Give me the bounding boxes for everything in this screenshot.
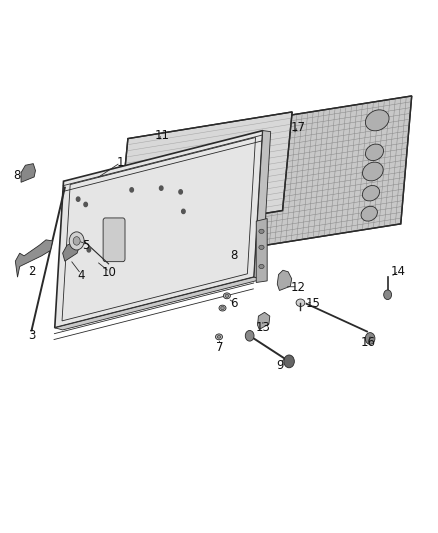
Ellipse shape [365, 144, 384, 160]
Ellipse shape [122, 175, 174, 192]
Polygon shape [277, 270, 292, 290]
Ellipse shape [361, 206, 378, 221]
Ellipse shape [259, 264, 264, 269]
Text: 3: 3 [28, 329, 35, 342]
Ellipse shape [217, 336, 221, 338]
Text: 7: 7 [216, 341, 224, 354]
Text: 10: 10 [102, 266, 117, 279]
Ellipse shape [223, 293, 230, 298]
Ellipse shape [221, 306, 224, 310]
Circle shape [84, 203, 88, 207]
Text: 8: 8 [231, 249, 238, 262]
Ellipse shape [190, 142, 198, 149]
Circle shape [182, 209, 185, 214]
Ellipse shape [183, 219, 191, 226]
Ellipse shape [365, 110, 389, 131]
Circle shape [73, 237, 80, 245]
Polygon shape [55, 277, 262, 330]
Polygon shape [254, 131, 271, 278]
Text: 1: 1 [117, 156, 124, 169]
Circle shape [130, 188, 134, 192]
Text: 17: 17 [290, 122, 305, 134]
Ellipse shape [296, 299, 305, 306]
Ellipse shape [259, 229, 264, 233]
Polygon shape [21, 164, 35, 182]
Ellipse shape [219, 305, 226, 311]
Ellipse shape [363, 162, 383, 181]
Polygon shape [182, 96, 412, 259]
Ellipse shape [188, 161, 196, 168]
Text: 2: 2 [28, 265, 35, 278]
Circle shape [365, 333, 375, 344]
Text: 16: 16 [360, 336, 375, 349]
Circle shape [159, 186, 163, 190]
Circle shape [179, 190, 182, 194]
Text: 11: 11 [155, 130, 170, 142]
Ellipse shape [185, 199, 192, 207]
Circle shape [74, 241, 77, 245]
Circle shape [284, 355, 294, 368]
Ellipse shape [225, 163, 251, 176]
Ellipse shape [124, 184, 131, 190]
Polygon shape [256, 219, 267, 282]
Text: 13: 13 [255, 321, 270, 334]
Ellipse shape [187, 180, 194, 188]
Text: 14: 14 [391, 265, 406, 278]
Circle shape [245, 330, 254, 341]
Ellipse shape [182, 238, 189, 245]
Circle shape [69, 232, 84, 250]
Ellipse shape [130, 183, 136, 190]
Circle shape [87, 248, 91, 252]
Ellipse shape [362, 185, 380, 201]
Polygon shape [15, 240, 53, 277]
Text: 15: 15 [306, 297, 321, 310]
Polygon shape [55, 131, 263, 328]
Ellipse shape [215, 334, 223, 340]
Circle shape [384, 290, 392, 300]
Polygon shape [63, 243, 79, 261]
Polygon shape [258, 312, 270, 329]
Circle shape [76, 197, 80, 201]
FancyBboxPatch shape [103, 218, 125, 262]
Text: 5: 5 [82, 239, 89, 252]
Text: 12: 12 [290, 281, 305, 294]
Ellipse shape [259, 245, 264, 249]
Text: 9: 9 [276, 359, 284, 372]
Polygon shape [118, 112, 292, 237]
Text: 6: 6 [230, 297, 238, 310]
Ellipse shape [225, 294, 229, 297]
Text: 4: 4 [77, 269, 85, 282]
Text: 8: 8 [13, 169, 20, 182]
